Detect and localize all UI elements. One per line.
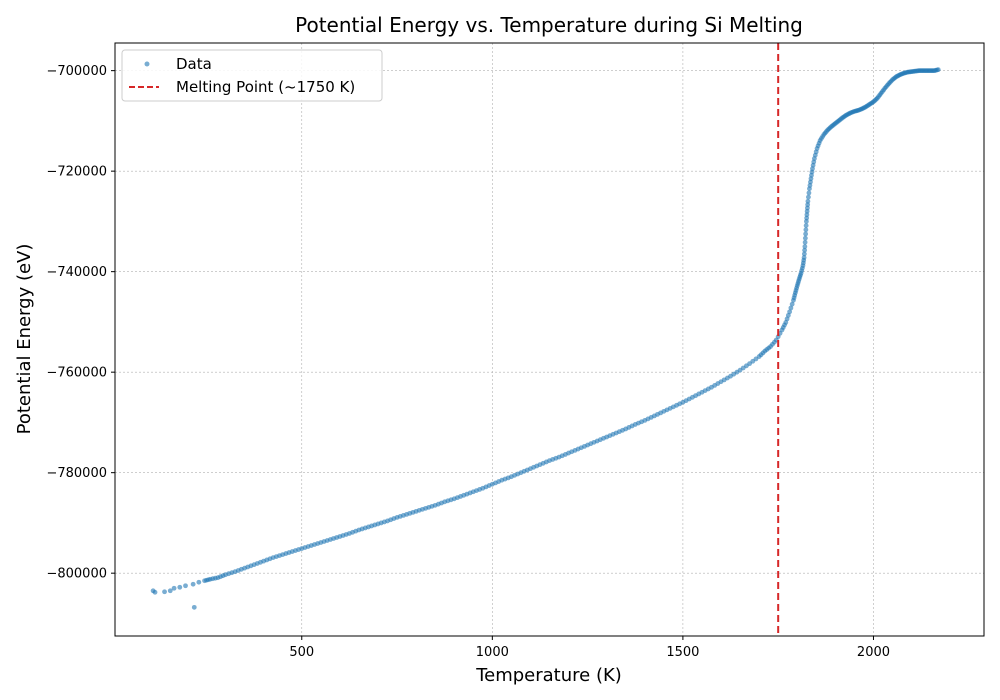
grid-lines xyxy=(115,43,984,636)
plot-series xyxy=(150,43,941,636)
data-point xyxy=(788,305,794,311)
data-point xyxy=(152,589,158,595)
x-axis-label: Temperature (K) xyxy=(475,665,622,686)
y-tick-label: −720000 xyxy=(46,165,107,180)
y-tick-label: −780000 xyxy=(46,466,107,481)
data-point xyxy=(802,244,808,249)
data-point xyxy=(183,583,188,589)
data-point xyxy=(789,301,795,307)
data-point xyxy=(806,190,812,196)
y-tick-label: −700000 xyxy=(46,64,107,79)
data-point xyxy=(803,227,809,233)
x-tick-label: 1000 xyxy=(476,645,509,660)
data-point xyxy=(803,223,809,228)
plot-area-frame xyxy=(114,42,985,637)
x-axis-ticks: 500 1000 1500 2000 xyxy=(289,636,890,660)
data-point xyxy=(803,231,809,237)
data-point xyxy=(802,239,808,245)
data-point xyxy=(196,579,202,585)
legend-label-data: Data xyxy=(176,55,212,73)
data-point xyxy=(787,309,793,315)
x-tick-label: 1500 xyxy=(666,645,699,660)
data-point xyxy=(935,67,941,73)
data-point xyxy=(171,585,177,591)
data-point xyxy=(806,194,811,200)
legend-box xyxy=(121,49,383,102)
data-point xyxy=(167,588,173,594)
y-tick-label: −760000 xyxy=(46,366,107,381)
data-point xyxy=(805,198,811,204)
legend: Data Melting Point (~1750 K) xyxy=(121,49,383,102)
data-point xyxy=(802,247,808,253)
legend-label-melting-point: Melting Point (~1750 K) xyxy=(176,78,355,96)
data-point xyxy=(802,235,808,241)
data-point xyxy=(162,589,167,595)
y-axis-ticks: −800000 −780000 −760000 −740000 −720000 −7000… xyxy=(46,64,115,582)
y-tick-label: −740000 xyxy=(46,265,107,280)
legend-marker-data xyxy=(144,61,150,67)
data-point xyxy=(177,584,183,590)
x-tick-label: 500 xyxy=(289,645,314,660)
x-tick-label: 2000 xyxy=(857,645,890,660)
data-point xyxy=(190,581,196,587)
y-axis-label: Potential Energy (eV) xyxy=(14,244,35,435)
y-tick-label: −800000 xyxy=(46,567,107,582)
data-point xyxy=(191,604,197,610)
chart-title: Potential Energy vs. Temperature during … xyxy=(295,13,803,37)
data-point xyxy=(801,251,807,257)
data-point xyxy=(801,255,807,260)
